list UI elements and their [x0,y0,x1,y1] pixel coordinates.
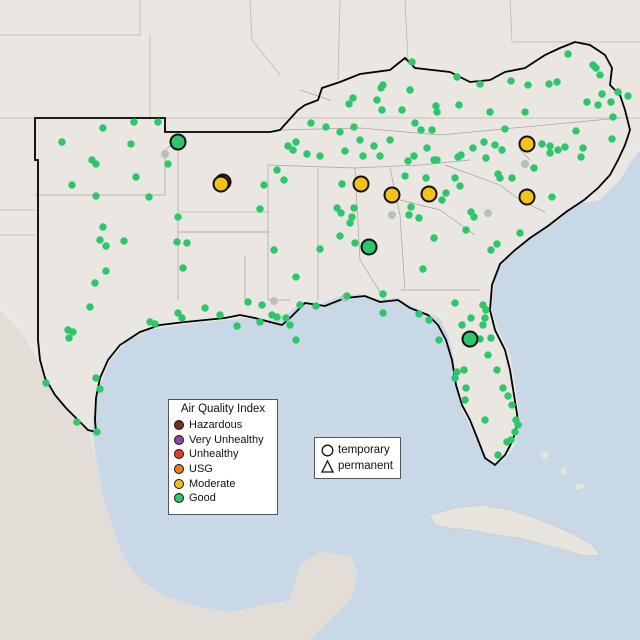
legend-item-usg: USG [169,462,277,477]
moderate-swatch [174,478,184,489]
legend-item-permanent: permanent [315,458,400,474]
legend-title: Air Quality Index [180,403,266,415]
good-temporary-monitors [42,50,632,459]
very-unhealthy-swatch [174,434,184,445]
legend-label: USG [189,463,213,476]
legend-label: Unhealthy [189,448,239,461]
legend-label: Good [189,492,216,505]
legend-item-hazardous: Hazardous [169,418,277,433]
unhealthy-swatch [174,449,184,460]
permanent-label: permanent [338,460,393,472]
circle-icon [320,444,334,457]
mexico [0,310,358,640]
legend-label: Moderate [189,477,236,490]
monitor-type-legend: temporary permanent [314,437,401,479]
usg-swatch [174,464,184,475]
triangle-icon [320,459,334,473]
cuba [429,504,601,557]
permanent-monitors [169,133,536,348]
no-data-monitors [161,150,529,305]
hazardous-swatch [174,420,184,431]
good-swatch [174,493,184,504]
legend-item-unhealthy: Unhealthy [169,447,277,462]
legend-item-temporary: temporary [315,442,400,458]
aqi-legend: Air Quality Index Hazardous Very Unhealt… [168,399,278,515]
legend-label: Very Unhealthy [189,433,264,446]
legend-item-very-unhealthy: Very Unhealthy [169,433,277,448]
temporary-label: temporary [338,444,390,456]
legend-label: Hazardous [189,419,243,432]
legend-item-good: Good [169,491,277,506]
bahamas [540,451,584,490]
legend-item-moderate: Moderate [169,476,277,491]
